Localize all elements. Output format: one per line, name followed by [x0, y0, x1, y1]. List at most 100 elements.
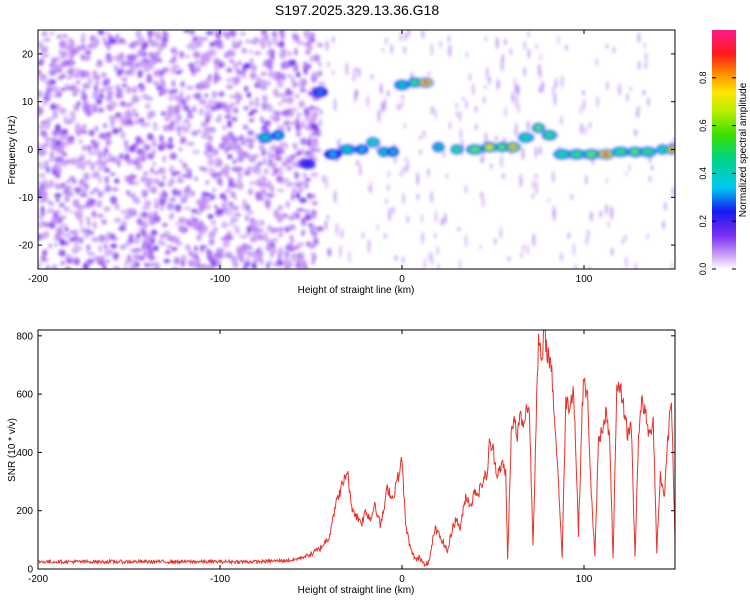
noise-speck	[168, 165, 175, 174]
noise-speck	[125, 88, 133, 92]
noise-speck	[72, 92, 77, 97]
ridge-peak	[454, 147, 459, 152]
noise-streak	[644, 61, 648, 69]
noise-speck	[267, 183, 274, 190]
noise-streak	[553, 93, 557, 107]
noise-streak	[565, 44, 568, 51]
noise-speck	[267, 70, 275, 78]
noise-speck	[247, 137, 252, 143]
noise-speck	[97, 30, 105, 36]
noise-speck	[229, 181, 234, 187]
noise-streak	[434, 108, 438, 121]
noise-speck	[310, 140, 319, 148]
noise-streak	[501, 53, 504, 63]
noise-speck	[72, 87, 80, 94]
noise-streak	[637, 60, 641, 71]
noise-speck	[225, 251, 233, 259]
noise-speck	[227, 131, 234, 140]
noise-speck	[281, 110, 289, 116]
noise-speck	[191, 130, 199, 137]
noise-speck	[38, 233, 42, 241]
noise-speck	[137, 69, 143, 78]
noise-speck	[166, 111, 171, 115]
noise-streak	[459, 127, 462, 141]
noise-speck	[98, 158, 104, 166]
noise-streak	[335, 222, 339, 236]
noise-speck	[160, 111, 166, 116]
noise-streak	[634, 129, 637, 137]
noise-speck	[192, 150, 200, 154]
noise-streak	[399, 172, 403, 177]
ridge-peak	[546, 133, 553, 138]
noise-speck	[56, 156, 64, 163]
noise-streak	[474, 105, 478, 113]
noise-streak	[385, 198, 388, 204]
noise-speck	[41, 45, 49, 54]
noise-speck	[228, 222, 235, 226]
noise-speck	[207, 196, 213, 202]
noise-streak	[370, 74, 374, 79]
noise-streak	[547, 197, 551, 203]
noise-speck	[292, 161, 300, 168]
spectrogram-xtick-label: 100	[576, 274, 593, 285]
noise-streak	[332, 69, 335, 76]
noise-speck	[174, 204, 182, 212]
noise-speck	[81, 163, 85, 171]
noise-speck	[291, 32, 298, 40]
noise-speck	[287, 73, 292, 78]
noise-speck	[177, 175, 182, 184]
noise-streak	[590, 211, 593, 222]
noise-speck	[142, 221, 149, 229]
noise-speck	[65, 69, 71, 74]
noise-streak	[618, 83, 621, 96]
noise-streak	[644, 52, 648, 61]
noise-speck	[242, 124, 249, 130]
noise-speck	[224, 212, 230, 216]
noise-speck	[206, 145, 214, 153]
noise-speck	[201, 37, 209, 41]
noise-streak	[444, 212, 447, 224]
noise-speck	[51, 264, 58, 269]
noise-streak	[561, 75, 564, 89]
noise-speck	[72, 105, 77, 110]
noise-speck	[38, 173, 46, 179]
noise-speck	[55, 235, 60, 241]
noise-speck	[97, 190, 104, 198]
noise-speck	[114, 65, 119, 72]
noise-speck	[309, 243, 316, 249]
noise-speck	[260, 72, 267, 76]
noise-speck	[112, 265, 120, 269]
noise-speck	[246, 225, 252, 234]
noise-speck	[94, 125, 99, 132]
noise-streak	[439, 40, 442, 49]
noise-speck	[167, 123, 174, 128]
noise-speck	[104, 132, 113, 136]
noise-speck	[114, 178, 120, 184]
noise-speck	[75, 45, 82, 51]
noise-streak	[511, 94, 515, 104]
noise-speck	[93, 84, 99, 93]
noise-speck	[102, 151, 107, 159]
noise-speck	[180, 136, 187, 144]
noise-speck	[181, 255, 188, 259]
noise-speck	[98, 244, 102, 253]
noise-speck	[92, 143, 98, 149]
noise-speck	[132, 253, 140, 261]
noise-speck	[66, 179, 71, 183]
noise-speck	[204, 266, 208, 269]
noise-speck	[231, 116, 236, 122]
noise-speck	[159, 134, 164, 142]
noise-speck	[232, 205, 240, 210]
noise-speck	[155, 58, 163, 63]
noise-speck	[137, 49, 144, 57]
noise-speck	[311, 201, 318, 205]
noise-speck	[55, 197, 60, 202]
noise-speck	[249, 235, 258, 243]
noise-speck	[309, 228, 314, 233]
noise-speck	[184, 244, 191, 251]
noise-speck	[252, 37, 258, 45]
noise-speck	[180, 226, 184, 234]
noise-speck	[91, 237, 99, 242]
noise-speck	[207, 50, 214, 58]
noise-speck	[178, 124, 187, 132]
